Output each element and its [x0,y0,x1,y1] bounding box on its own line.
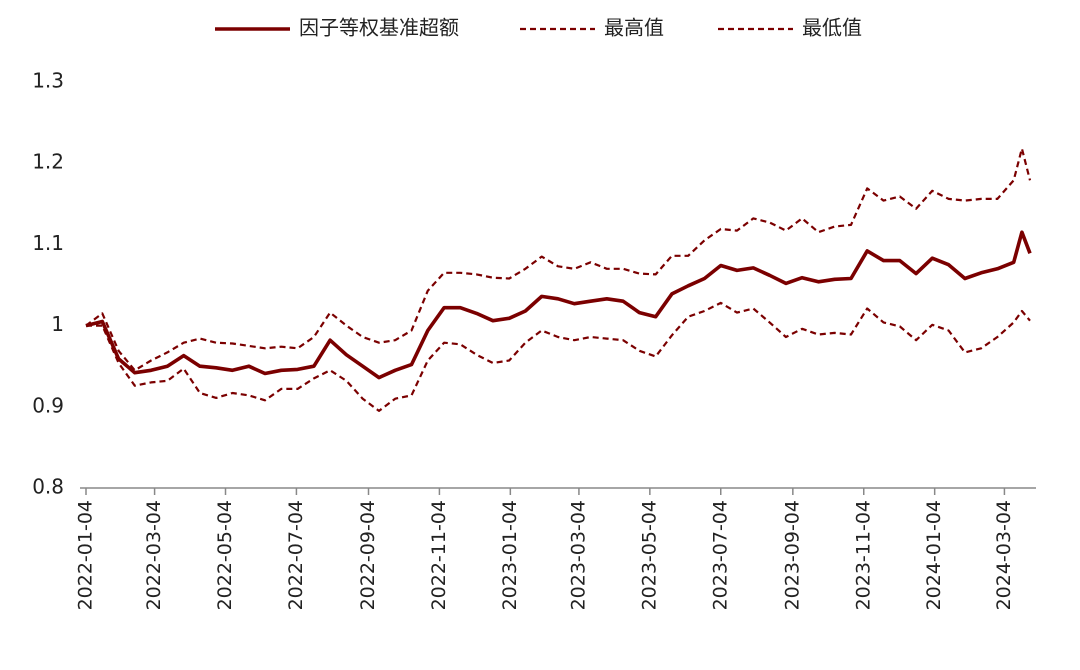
x-tick-label: 2022-09-04 [357,500,379,610]
legend-label: 最低值 [802,16,862,40]
x-tick-label: 2024-01-04 [923,500,945,610]
legend-label: 最高值 [604,16,664,40]
legend-label: 因子等权基准超额 [299,16,459,40]
y-tick-label: 0.9 [32,393,64,417]
x-tick-label: 2022-07-04 [285,500,307,610]
x-tick-label: 2023-01-04 [499,500,521,610]
y-tick-label: 1 [51,312,64,336]
x-tick-label: 2023-09-04 [781,500,803,610]
x-tick-label: 2023-05-04 [638,500,660,610]
y-tick-label: 1.3 [32,69,64,93]
x-tick-label: 2022-11-04 [428,500,450,610]
x-tick-label: 2023-03-04 [567,500,589,610]
y-tick-label: 1.1 [32,231,64,255]
x-tick-label: 2022-01-04 [75,500,97,610]
x-tick-label: 2022-03-04 [143,500,165,610]
x-tick-label: 2022-05-04 [214,500,236,610]
line-series [85,230,1032,380]
line-series [86,301,1031,412]
x-tick-label: 2023-07-04 [709,500,731,610]
y-tick-label: 1.2 [32,150,64,174]
y-tick-label: 0.8 [32,475,64,499]
x-tick-label: 2024-03-04 [993,500,1015,610]
x-tick-label: 2023-11-04 [852,500,874,610]
